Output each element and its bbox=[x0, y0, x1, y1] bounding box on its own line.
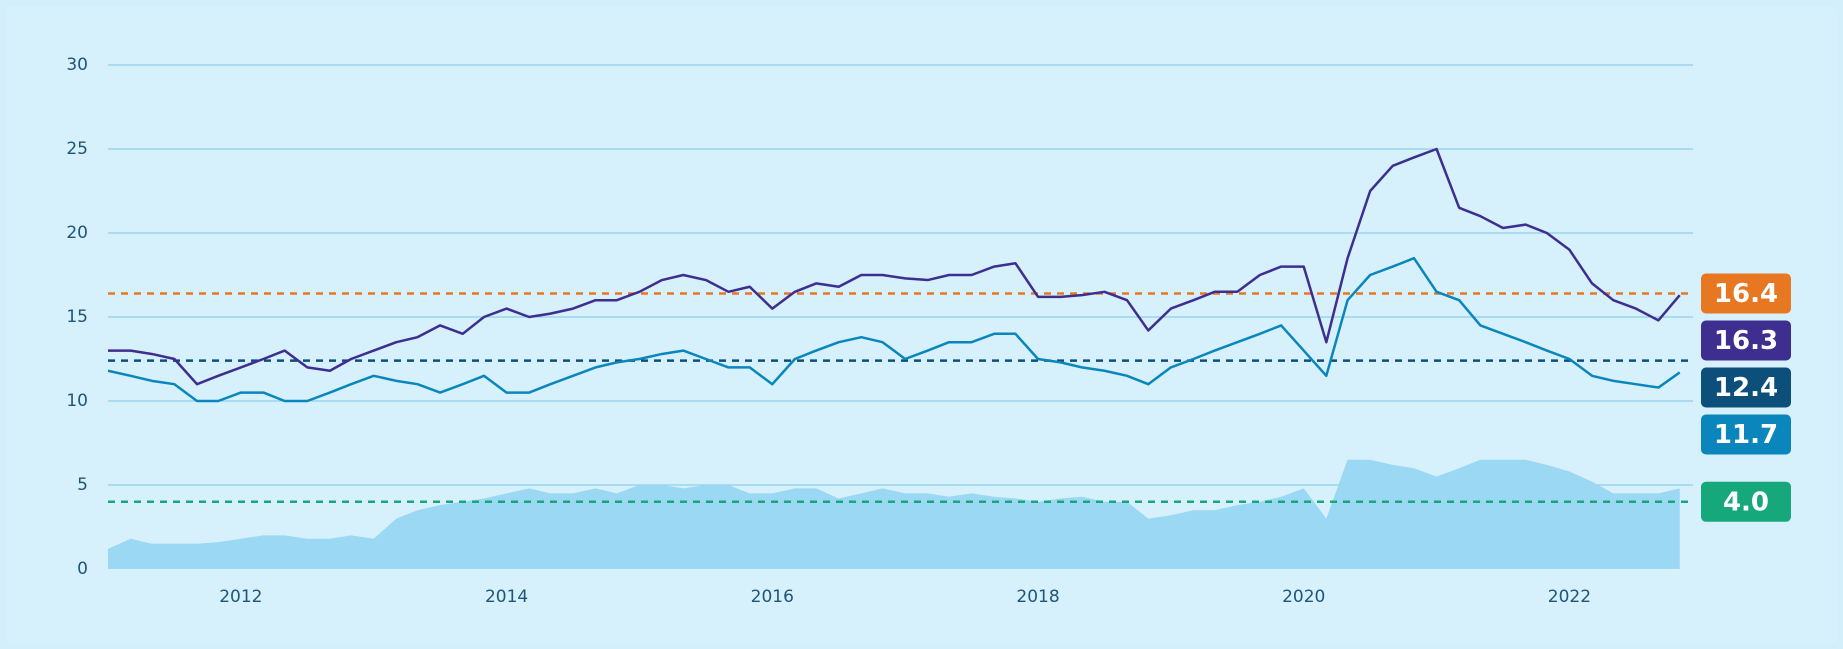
x-tick-label: 2012 bbox=[219, 587, 262, 607]
x-tick-label: 2022 bbox=[1548, 587, 1591, 607]
badge bbox=[1701, 273, 1791, 314]
badge bbox=[1701, 481, 1791, 522]
y-tick-label: 0 bbox=[77, 559, 88, 579]
badge-label: 12.4 bbox=[1714, 373, 1778, 403]
area bbox=[108, 459, 1680, 569]
y-tick-label: 30 bbox=[66, 55, 88, 75]
x-tick-label: 2014 bbox=[485, 587, 528, 607]
y-tick-label: 25 bbox=[66, 139, 88, 159]
y-tick-label: 10 bbox=[66, 391, 88, 411]
badge bbox=[1701, 414, 1791, 455]
badge bbox=[1701, 367, 1791, 408]
x-tick-label: 2016 bbox=[751, 587, 794, 607]
badge bbox=[1701, 320, 1791, 361]
series-line bbox=[107, 256, 1681, 403]
y-tick-label: 15 bbox=[66, 307, 88, 327]
badge-label: 11.7 bbox=[1714, 420, 1778, 450]
badge-label: 4.0 bbox=[1723, 487, 1769, 517]
x-tick-label: 2018 bbox=[1016, 587, 1059, 607]
badge-label: 16.4 bbox=[1714, 279, 1778, 309]
y-tick-label: 20 bbox=[66, 223, 88, 243]
y-tick-label: 5 bbox=[77, 475, 88, 495]
x-tick-label: 2020 bbox=[1282, 587, 1325, 607]
series-line bbox=[108, 147, 1681, 386]
badge-label: 16.3 bbox=[1714, 326, 1778, 356]
